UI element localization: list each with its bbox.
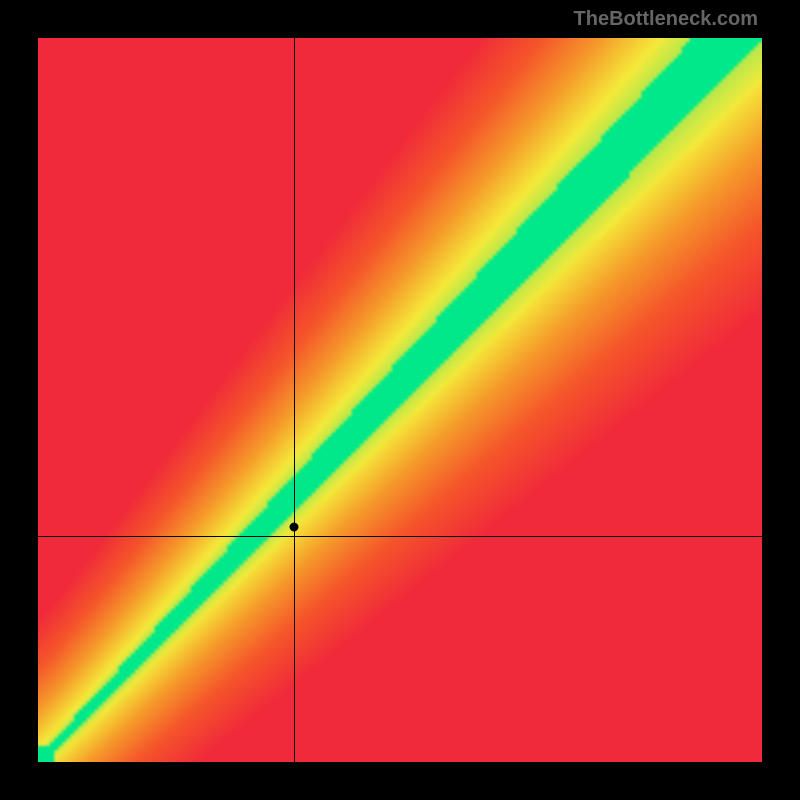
crosshair-horizontal	[38, 536, 762, 537]
heatmap-plot	[38, 38, 762, 762]
data-point	[289, 523, 298, 532]
crosshair-vertical	[294, 38, 295, 762]
heatmap-canvas	[38, 38, 762, 762]
watermark-text: TheBottleneck.com	[574, 8, 758, 31]
